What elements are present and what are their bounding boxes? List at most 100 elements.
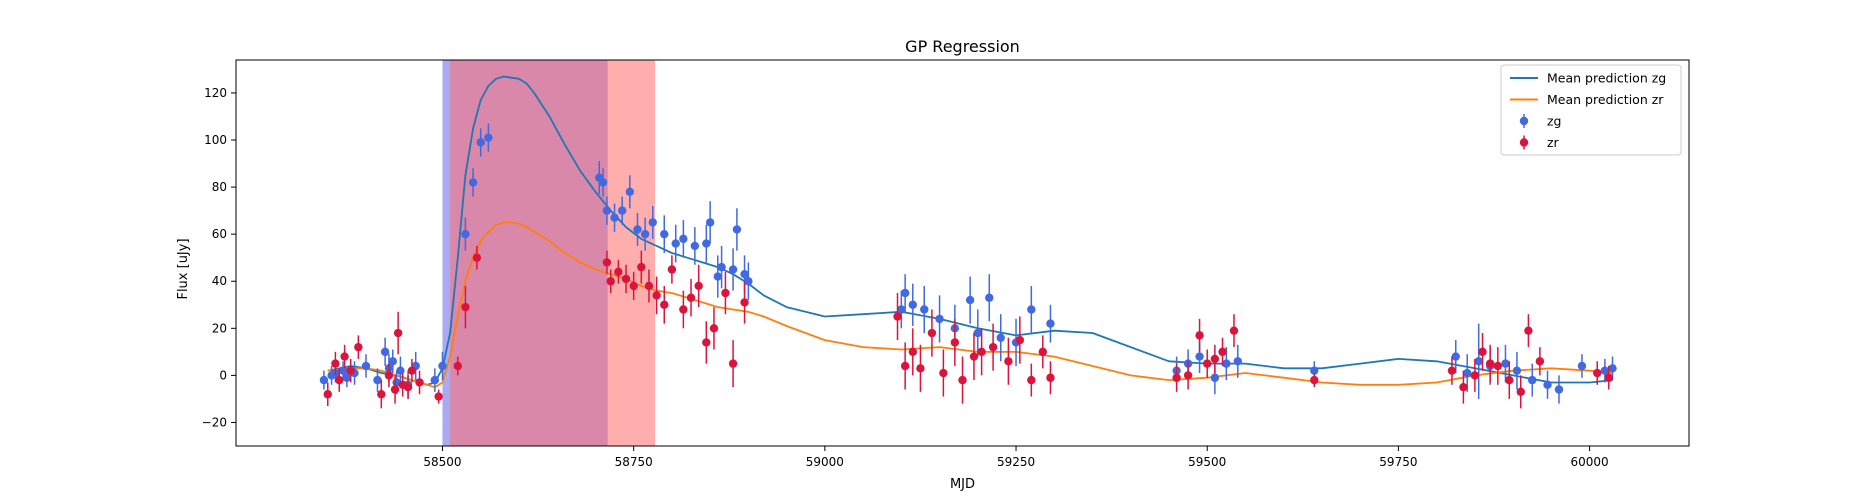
y-tick-label: 40 <box>212 274 227 288</box>
zg-point <box>388 349 397 374</box>
zg-point <box>468 168 478 197</box>
zr-marker <box>652 291 661 300</box>
zr-point <box>1478 333 1487 371</box>
zr-marker <box>453 361 462 371</box>
zr-marker <box>637 262 646 272</box>
zg-marker <box>1463 368 1472 378</box>
zr-marker <box>407 366 417 375</box>
zr-marker <box>679 305 688 314</box>
zr-marker <box>1004 357 1013 366</box>
zr-marker <box>1459 382 1468 392</box>
zg-point <box>361 354 371 378</box>
zr-point <box>346 358 355 383</box>
zr-point <box>384 363 394 388</box>
zr-point <box>927 309 937 357</box>
zr-point <box>434 389 443 404</box>
zr-point <box>686 278 696 317</box>
zg-marker <box>468 178 478 187</box>
zg-point <box>380 337 390 366</box>
zr-point <box>1015 316 1025 364</box>
zg-marker <box>1608 364 1617 373</box>
zr-marker <box>950 338 960 347</box>
zr-marker <box>1478 347 1487 357</box>
zr-point <box>667 255 677 284</box>
legend-marker-swatch <box>1519 116 1529 126</box>
zr-point <box>709 307 719 350</box>
zr-marker <box>1183 371 1193 380</box>
zg-marker <box>1233 357 1243 366</box>
zr-marker <box>1535 357 1545 366</box>
zr-marker <box>434 392 443 401</box>
zr-marker <box>377 390 386 399</box>
zr-marker <box>1485 359 1495 368</box>
zr-marker <box>977 347 986 357</box>
mean-prediction-lines <box>327 75 1613 389</box>
x-tick-label: 59500 <box>1188 455 1226 469</box>
zr-marker <box>1195 331 1204 340</box>
zr-point <box>621 264 631 294</box>
zg-marker <box>1195 352 1204 361</box>
zg-marker <box>380 347 390 357</box>
zg-point <box>671 224 680 263</box>
zg-marker <box>1474 357 1483 366</box>
zg-marker <box>728 265 738 274</box>
zr-point <box>1210 344 1220 374</box>
zg-point <box>900 274 910 312</box>
x-tick-label: 58500 <box>423 455 461 469</box>
zr-point <box>679 290 688 329</box>
zr-point <box>403 375 413 399</box>
zg-marker <box>740 269 749 279</box>
zr-point <box>1027 363 1036 397</box>
y-tick-label: 0 <box>219 368 227 382</box>
zr-point <box>900 342 910 390</box>
zr-point <box>1203 349 1212 378</box>
zg-point <box>1501 344 1510 383</box>
zr-point <box>958 356 967 404</box>
shaded-region-2 <box>450 60 656 446</box>
zr-marker <box>472 253 482 262</box>
zr-point <box>453 356 462 376</box>
zg-point <box>610 203 619 232</box>
zg-point <box>640 217 650 251</box>
legend-marker-swatch <box>1519 138 1529 147</box>
zr-marker <box>602 258 612 267</box>
zr-marker <box>614 267 623 277</box>
zg-marker <box>598 178 608 187</box>
zg-point <box>373 368 382 392</box>
zg-marker <box>996 333 1005 342</box>
zg-point <box>679 220 688 258</box>
zr-point <box>721 271 730 315</box>
legend-label: zr <box>1547 135 1560 150</box>
zg-marker <box>690 241 700 251</box>
zg-marker <box>640 229 650 239</box>
legend-label: Mean prediction zr <box>1547 92 1664 107</box>
zg-point <box>973 309 982 357</box>
zr-marker <box>667 265 677 274</box>
zg-marker <box>973 328 982 338</box>
zr-marker <box>1015 335 1025 345</box>
zr-marker <box>660 300 669 309</box>
zr-point <box>652 276 661 315</box>
zr-marker <box>1172 373 1181 382</box>
zr-point <box>415 370 424 395</box>
zr-point <box>660 285 669 324</box>
zr-marker <box>1470 371 1480 380</box>
zr-marker <box>340 352 349 361</box>
zg-marker <box>602 206 612 215</box>
zg-marker <box>1046 319 1055 328</box>
zr-marker <box>1493 361 1503 371</box>
zr-marker <box>335 375 344 385</box>
zg-marker <box>625 187 635 197</box>
zg-marker <box>920 305 929 314</box>
zr-point <box>694 264 703 308</box>
zg-marker <box>702 239 711 248</box>
zg-point <box>484 123 493 152</box>
zr-point <box>702 321 711 364</box>
zr-marker <box>721 288 730 298</box>
zr-marker <box>1210 354 1220 364</box>
zg-point <box>1046 304 1055 343</box>
zg-point <box>985 274 994 322</box>
zg-marker <box>648 218 657 227</box>
zr-point <box>644 269 654 303</box>
